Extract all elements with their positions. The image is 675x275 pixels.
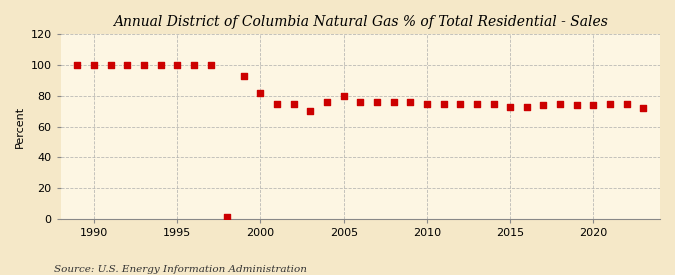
Point	[422, 101, 433, 106]
Point	[588, 103, 599, 107]
Point	[138, 63, 149, 67]
Point	[205, 63, 216, 67]
Point	[372, 100, 383, 104]
Point	[405, 100, 416, 104]
Point	[155, 63, 166, 67]
Point	[388, 100, 399, 104]
Point	[222, 215, 233, 220]
Point	[172, 63, 183, 67]
Point	[538, 103, 549, 107]
Title: Annual District of Columbia Natural Gas % of Total Residential - Sales: Annual District of Columbia Natural Gas …	[113, 15, 608, 29]
Point	[88, 63, 99, 67]
Point	[105, 63, 116, 67]
Point	[571, 103, 582, 107]
Point	[355, 100, 366, 104]
Point	[305, 109, 316, 114]
Point	[338, 94, 349, 98]
Y-axis label: Percent: Percent	[15, 106, 25, 148]
Point	[238, 74, 249, 78]
Point	[555, 101, 566, 106]
Point	[255, 90, 266, 95]
Point	[122, 63, 133, 67]
Point	[72, 63, 83, 67]
Point	[471, 101, 482, 106]
Point	[605, 101, 616, 106]
Point	[322, 100, 333, 104]
Point	[505, 104, 516, 109]
Point	[455, 101, 466, 106]
Point	[288, 101, 299, 106]
Point	[272, 101, 283, 106]
Point	[521, 104, 532, 109]
Point	[438, 101, 449, 106]
Point	[188, 63, 199, 67]
Point	[638, 106, 649, 110]
Text: Source: U.S. Energy Information Administration: Source: U.S. Energy Information Administ…	[54, 265, 307, 274]
Point	[488, 101, 499, 106]
Point	[621, 101, 632, 106]
